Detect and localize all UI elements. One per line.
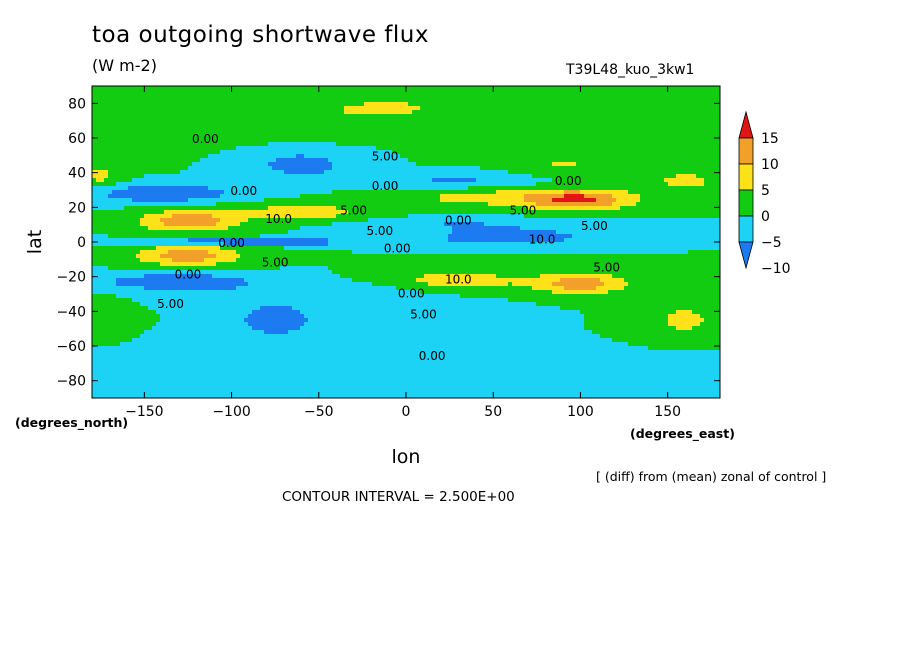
- x-tick-label: −150: [125, 404, 163, 420]
- colorbar-segment: [738, 163, 754, 191]
- contour-label: 5.00: [581, 219, 608, 233]
- contour-label: 0.00: [445, 214, 472, 228]
- chart-units: (W m-2): [92, 56, 157, 75]
- y-tick-label: 0: [77, 235, 86, 251]
- contour-label: 0.00: [175, 267, 202, 281]
- y-axis-units: (degrees_north): [15, 415, 128, 431]
- y-tick-label: 80: [68, 96, 86, 112]
- colorbar-top-arrow: [738, 110, 754, 139]
- x-tick-label: 0: [402, 404, 411, 420]
- y-axis-label: lat: [24, 230, 46, 254]
- contour-label: 0.00: [419, 349, 446, 363]
- contour-label: 5.00: [262, 255, 289, 269]
- colorbar-label: 0: [761, 209, 770, 225]
- run-label: T39L48_kuo_3kw1: [566, 62, 695, 78]
- x-axis-label: lon: [392, 446, 421, 468]
- y-tick-label: −60: [56, 339, 86, 355]
- contour-label: 5.00: [372, 150, 399, 164]
- colorbar-segment: [738, 189, 754, 217]
- x-tick-label: 150: [654, 404, 681, 420]
- contour-label: 0.00: [384, 241, 411, 255]
- y-tick-label: −20: [56, 270, 86, 286]
- contour-label: 5.00: [340, 203, 367, 217]
- contour-label: 0.00: [555, 174, 582, 188]
- y-tick-label: −40: [56, 304, 86, 320]
- contour-label: 5.00: [366, 224, 393, 238]
- x-axis-units: (degrees_east): [630, 426, 735, 442]
- contour-interval: CONTOUR INTERVAL = 2.500E+00: [282, 489, 515, 505]
- colorbar-label: 5: [761, 183, 770, 199]
- y-tick-label: 40: [68, 166, 86, 182]
- colorbar-label: 15: [761, 131, 779, 147]
- x-tick-label: −50: [304, 404, 334, 420]
- y-tick-label: 60: [68, 131, 86, 147]
- contour-label: 0.00: [230, 184, 257, 198]
- colorbar-label: −5: [761, 235, 782, 251]
- colorbar-label: −10: [761, 261, 791, 277]
- difference-note: [ (diff) from (mean) zonal of control ]: [596, 469, 827, 484]
- y-tick-label: −80: [56, 374, 86, 390]
- contour-label: 10.0: [265, 212, 292, 226]
- contour-label: 0.00: [372, 179, 399, 193]
- x-tick-label: 50: [484, 404, 502, 420]
- colorbar-label: 10: [761, 157, 779, 173]
- colorbar-segment: [738, 137, 754, 165]
- contour-label: 5.00: [510, 203, 537, 217]
- contour-label: 10.0: [529, 233, 556, 247]
- chart-title: toa outgoing shortwave flux: [92, 22, 429, 48]
- contour-label: 5.00: [593, 260, 620, 274]
- contour-label: 0.00: [192, 132, 219, 146]
- shaded-field: [92, 86, 721, 399]
- colorbar: 15 10 5 0 −5 −10: [738, 110, 791, 277]
- contour-label: 0.00: [218, 236, 245, 250]
- contour-label: 0.00: [398, 286, 425, 300]
- contour-label: 5.00: [410, 307, 437, 321]
- contour-label: 5.00: [157, 297, 184, 311]
- contour-label: 10.0: [445, 273, 472, 287]
- y-tick-label: 20: [68, 200, 86, 216]
- x-tick-label: −100: [212, 404, 250, 420]
- x-tick-label: 100: [567, 404, 594, 420]
- contour-labels: 0.00 5.00 0.00 0.00 5.00 10.0 5.00 0.00 5.00 5.00…: [157, 132, 620, 363]
- colorbar-segment: [738, 215, 754, 243]
- colorbar-bottom-arrow: [738, 241, 754, 270]
